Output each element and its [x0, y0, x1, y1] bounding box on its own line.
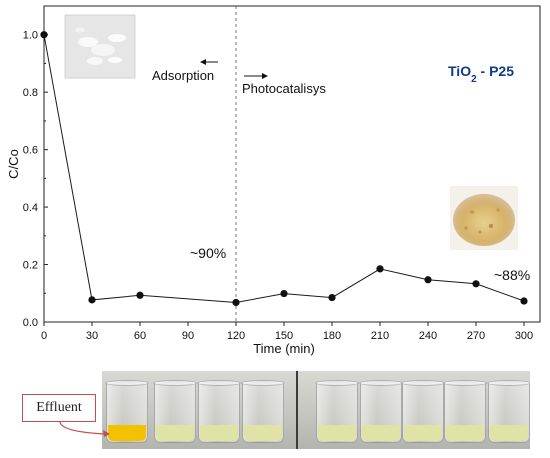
data-point	[376, 265, 384, 273]
data-point	[280, 289, 288, 298]
beaker-rim	[105, 380, 149, 386]
data-point	[328, 293, 336, 302]
adsorption-label: Adsorption	[152, 68, 214, 83]
white-powder-photo	[64, 14, 136, 79]
beaker-liquid	[156, 425, 194, 441]
catalyst-label: TiO2 - P25	[448, 63, 514, 85]
photo-divider	[296, 371, 298, 449]
beaker-liquid	[362, 425, 400, 441]
data-point	[472, 280, 480, 288]
beaker-liquid	[244, 425, 282, 441]
chart-axes: 0.0 0.2 0.4 0.6 0.8 1.0 0 30 60 90 120 150 180 210 240…	[6, 5, 541, 356]
beaker-rim	[443, 380, 487, 386]
effluent-label: Effluent	[22, 394, 96, 422]
x-tick-label: 240	[419, 330, 437, 342]
y-tick-label: 0.8	[23, 87, 38, 99]
y-axis-label: C/Co	[6, 149, 21, 179]
beaker-liquid	[200, 425, 238, 441]
x-tick-label: 120	[227, 330, 245, 342]
chart-annotations: Adsorption Photocatalisys ~90% ~88% TiO2…	[152, 59, 530, 283]
treated-beaker	[153, 380, 197, 443]
photocatalysis-label: Photocatalisys	[242, 81, 326, 96]
beaker-rim	[315, 380, 359, 386]
beaker-rim	[241, 380, 285, 386]
data-point	[424, 276, 432, 284]
effluent-beaker	[105, 380, 149, 443]
c-co-vs-time-chart: 0.0 0.2 0.4 0.6 0.8 1.0 0 30 60 90 120 150 180 210 240…	[6, 5, 541, 356]
y-tick-label: 1.0	[23, 30, 38, 42]
series-line	[43, 34, 525, 304]
x-axis-label: Time (min)	[253, 341, 315, 356]
beaker-photo	[102, 371, 530, 449]
beaker-liquid	[108, 425, 146, 441]
removal-88-label: ~88%	[494, 267, 530, 283]
data-point	[232, 298, 240, 307]
x-tick-label: 300	[515, 330, 533, 342]
yellow-powder-photo	[450, 186, 518, 250]
beaker-liquid	[446, 425, 484, 441]
x-tick-label: 270	[467, 330, 485, 342]
y-tick-label: 0.6	[23, 145, 38, 157]
x-tick-label: 90	[182, 330, 194, 342]
beaker-rim	[359, 380, 403, 386]
data-point	[136, 291, 144, 299]
beaker-liquid	[490, 425, 528, 441]
beaker-rim	[487, 380, 530, 386]
treated-beaker	[359, 380, 403, 443]
photocatalysis-arrowhead	[262, 73, 268, 79]
treated-beaker	[315, 380, 359, 443]
plot-frame	[43, 5, 541, 323]
treated-beaker	[487, 380, 530, 443]
x-tick-label: 210	[371, 330, 389, 342]
x-tick-label: 0	[41, 330, 47, 342]
data-point	[40, 31, 48, 39]
treated-beaker	[401, 380, 445, 443]
y-tick-label: 0.0	[23, 317, 38, 329]
data-point	[88, 296, 96, 304]
beaker-rim	[401, 380, 445, 386]
beaker-rim	[153, 380, 197, 386]
adsorption-arrowhead	[200, 59, 206, 65]
x-tick-label: 30	[86, 330, 98, 342]
y-tick-label: 0.2	[23, 260, 38, 272]
data-point	[520, 297, 528, 305]
beaker-liquid	[318, 425, 356, 441]
x-tick-label: 150	[275, 330, 293, 342]
removal-90-label: ~90%	[190, 245, 226, 261]
treated-beaker	[197, 380, 241, 443]
chart-marks	[40, 31, 528, 307]
treated-beaker	[443, 380, 487, 443]
beaker-liquid	[404, 425, 442, 441]
treated-beaker	[241, 380, 285, 443]
x-tick-label: 180	[323, 330, 341, 342]
x-tick-label: 60	[134, 330, 146, 342]
beaker-rim	[197, 380, 241, 386]
y-tick-label: 0.4	[23, 202, 38, 214]
